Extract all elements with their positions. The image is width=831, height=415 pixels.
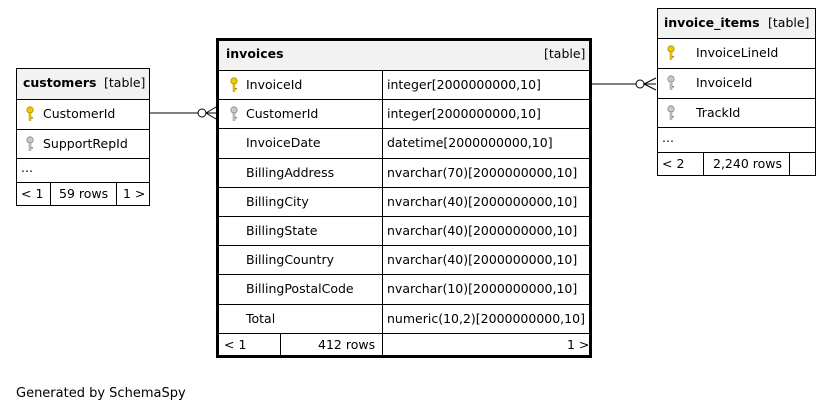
invoices-column-row[interactable]: BillingCountry nvarchar(40)[2000000000,10… xyxy=(219,245,589,274)
invoices-column-row[interactable]: BillingState nvarchar(40)[2000000000,10] xyxy=(219,216,589,245)
customers-table-kind: [table] xyxy=(104,75,146,90)
column-name: BillingCity xyxy=(246,194,309,209)
invoices-table-kind: [table] xyxy=(544,46,586,61)
customers-footer: < 1 59 rows 1 > xyxy=(17,182,149,205)
customers-column-row[interactable]: CustomerId xyxy=(17,99,149,129)
invoice-items-column-row[interactable]: InvoiceLineId xyxy=(658,38,815,68)
column-name: BillingState xyxy=(246,223,318,238)
invoice-items-column-row[interactable]: InvoiceId xyxy=(658,68,815,98)
primary-key-icon xyxy=(25,106,35,122)
column-name: InvoiceId xyxy=(696,75,753,90)
invoice-items-footer: < 2 2,240 rows xyxy=(658,152,815,175)
column-name: BillingAddress xyxy=(246,165,335,180)
column-name: InvoiceLineId xyxy=(696,45,779,60)
edge-customers-invoices xyxy=(150,106,217,120)
column-name: BillingPostalCode xyxy=(246,281,354,296)
children-count: 1 > xyxy=(123,186,146,201)
primary-key-icon xyxy=(229,77,239,93)
column-name: CustomerId xyxy=(246,106,319,121)
foreign-key-icon xyxy=(666,75,676,91)
invoices-column-row[interactable]: BillingCity nvarchar(40)[2000000000,10] xyxy=(219,187,589,216)
primary-key-icon xyxy=(666,45,676,61)
children-count: 1 > xyxy=(567,337,590,352)
column-type: integer[2000000000,10] xyxy=(387,77,541,92)
invoice-items-more-row: ... xyxy=(658,127,815,152)
parents-count: < 1 xyxy=(224,337,247,352)
column-type: nvarchar(40)[2000000000,10] xyxy=(387,223,578,238)
invoices-table-name: invoices xyxy=(226,46,284,61)
invoices-table[interactable]: invoices [table] InvoiceId integer[200000… xyxy=(216,38,592,358)
invoice-items-table-kind: [table] xyxy=(768,15,810,30)
column-type: integer[2000000000,10] xyxy=(387,106,541,121)
row-count: 2,240 rows xyxy=(713,156,783,171)
crows-foot-marker xyxy=(205,106,217,120)
parents-count: < 2 xyxy=(662,156,685,171)
column-name: SupportRepId xyxy=(43,136,128,151)
customers-table-name: customers xyxy=(23,75,97,90)
column-name: TrackId xyxy=(696,105,741,120)
optional-circle-marker xyxy=(635,79,645,89)
column-name: InvoiceId xyxy=(246,77,303,92)
invoice-items-table[interactable]: invoice_items [table] InvoiceLineId Invo… xyxy=(657,8,816,176)
column-type: nvarchar(70)[2000000000,10] xyxy=(387,165,578,180)
invoices-column-row[interactable]: BillingPostalCode nvarchar(10)[2000000000… xyxy=(219,274,589,304)
column-type: nvarchar(40)[2000000000,10] xyxy=(387,194,578,209)
edge-invoices-invoice-items xyxy=(592,77,657,91)
generated-by-label: Generated by SchemaSpy xyxy=(16,386,186,401)
column-type: numeric(10,2)[2000000000,10] xyxy=(387,311,585,326)
invoices-column-row[interactable]: InvoiceId integer[2000000000,10] xyxy=(219,70,589,99)
parents-count: < 1 xyxy=(21,186,44,201)
customers-header[interactable]: customers [table] xyxy=(17,69,149,99)
invoice-items-column-row[interactable]: TrackId xyxy=(658,98,815,127)
column-type: nvarchar(40)[2000000000,10] xyxy=(387,252,578,267)
invoices-column-row[interactable]: CustomerId integer[2000000000,10] xyxy=(219,99,589,128)
column-name: InvoiceDate xyxy=(246,135,321,150)
more-columns-ellipsis: ... xyxy=(662,130,674,145)
row-count: 59 rows xyxy=(59,186,109,201)
foreign-key-icon xyxy=(25,136,35,152)
invoice-items-table-name: invoice_items xyxy=(664,15,760,30)
invoice-items-header[interactable]: invoice_items [table] xyxy=(658,9,815,38)
column-type: nvarchar(10)[2000000000,10] xyxy=(387,281,578,296)
invoices-column-row[interactable]: InvoiceDate datetime[2000000000,10] xyxy=(219,128,589,158)
invoices-footer: < 1 412 rows 1 > xyxy=(219,333,589,356)
foreign-key-icon xyxy=(229,106,239,122)
invoices-header[interactable]: invoices [table] xyxy=(219,41,589,70)
column-type: datetime[2000000000,10] xyxy=(387,135,553,150)
invoices-column-row[interactable]: Total numeric(10,2)[2000000000,10] xyxy=(219,304,589,333)
invoices-column-row[interactable]: BillingAddress nvarchar(70)[2000000000,10… xyxy=(219,158,589,187)
optional-circle-marker xyxy=(197,108,207,118)
more-columns-ellipsis: ... xyxy=(21,160,33,175)
customers-table[interactable]: customers [table] CustomerId SupportRepI… xyxy=(16,68,150,206)
column-name: BillingCountry xyxy=(246,252,334,267)
column-name: CustomerId xyxy=(43,106,116,121)
foreign-key-icon xyxy=(666,105,676,121)
customers-column-row[interactable]: SupportRepId xyxy=(17,129,149,158)
column-name: Total xyxy=(246,311,276,326)
row-count: 412 rows xyxy=(318,337,376,352)
customers-more-row: ... xyxy=(17,158,149,182)
crows-foot-marker xyxy=(643,77,657,91)
